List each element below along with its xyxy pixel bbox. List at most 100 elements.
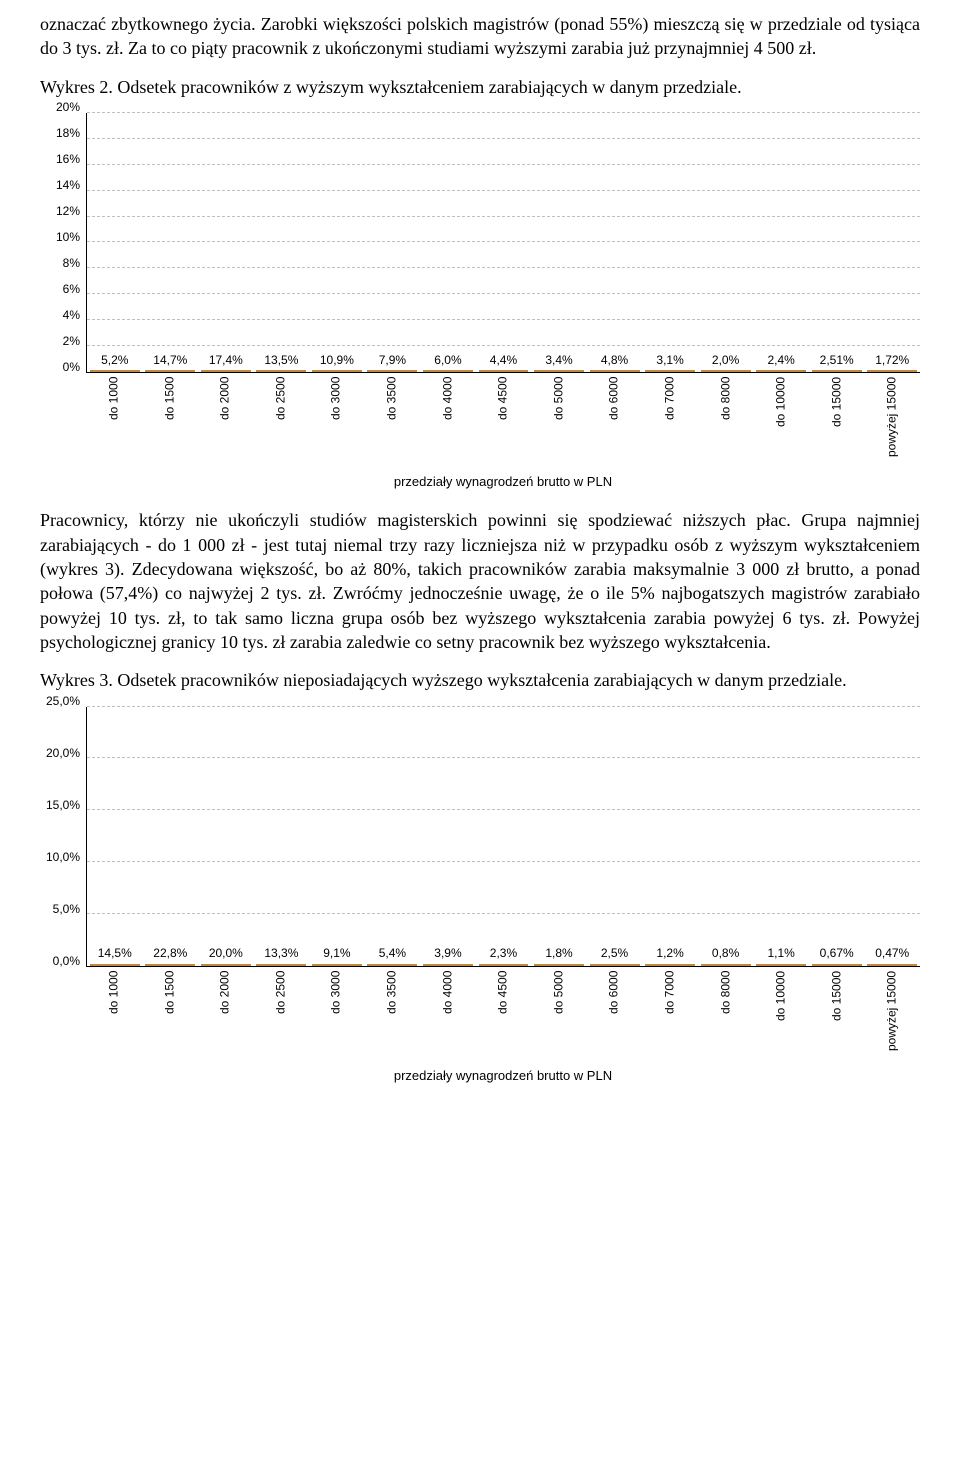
bar-col: 0,67% (809, 945, 865, 965)
bar (701, 964, 751, 966)
bar-col: 14,7% (143, 352, 199, 372)
x-tick-label: do 1000 (86, 971, 142, 1061)
bar (867, 964, 917, 966)
bar (867, 370, 917, 372)
chart3-y-axis: 25,0%20,0%15,0%10,0%5,0%0,0% (40, 707, 86, 967)
bar-col: 20,0% (198, 945, 254, 965)
x-tick-label: do 1500 (142, 971, 198, 1061)
x-tick-label: do 1500 (142, 377, 198, 467)
bar-value-label: 2,5% (601, 945, 628, 961)
bar-value-label: 10,9% (320, 352, 354, 368)
bar-col: 9,1% (309, 945, 365, 965)
bar (145, 370, 195, 372)
bar-value-label: 2,51% (820, 352, 854, 368)
chart-2: 20%18%16%14%12%10%8%6%4%2%0% 5,2% 14,7%17… (40, 113, 920, 491)
x-tick-label: do 3500 (364, 971, 420, 1061)
bar-value-label: 1,8% (545, 945, 572, 961)
bar-col: 22,8% (143, 945, 199, 965)
bar-value-label: 3,4% (545, 352, 572, 368)
bar (701, 370, 751, 372)
bar (201, 370, 251, 372)
bar (423, 370, 473, 372)
bar-col: 17,4% (198, 352, 254, 372)
bar (367, 964, 417, 966)
bar (256, 370, 306, 372)
x-tick-label: do 8000 (698, 971, 754, 1061)
bar-value-label: 3,1% (656, 352, 683, 368)
bar (812, 964, 862, 966)
bar-value-label: 20,0% (209, 945, 243, 961)
x-tick-label: do 6000 (586, 971, 642, 1061)
bar-col: 2,3% (476, 945, 532, 965)
bar-value-label: 5,2% (101, 352, 128, 368)
bar-col: 2,5% (587, 945, 643, 965)
bar (534, 370, 584, 372)
chart3-caption: Wykres 3. Odsetek pracowników nieposiada… (40, 668, 920, 692)
bar-col: 10,9% (309, 352, 365, 372)
x-tick-label: do 1000 (86, 377, 142, 467)
bar-col: 14,5% (87, 945, 143, 965)
bar-value-label: 3,9% (434, 945, 461, 961)
bar-col: 6,0% (420, 352, 476, 372)
x-tick-label: do 3000 (308, 971, 364, 1061)
bar (590, 964, 640, 966)
bar (201, 964, 251, 966)
body-paragraph-1: oznaczać zbytkownego życia. Zarobki więk… (40, 12, 920, 61)
bar-col: 0,47% (864, 945, 920, 965)
bar-value-label: 7,9% (379, 352, 406, 368)
bar (756, 370, 806, 372)
bar-value-label: 4,8% (601, 352, 628, 368)
x-tick-label: do 4500 (475, 971, 531, 1061)
chart3-x-axis: do 1000do 1500do 2000do 2500do 3000do 35… (86, 971, 920, 1061)
bar-value-label: 6,0% (434, 352, 461, 368)
x-tick-label: do 3500 (364, 377, 420, 467)
bar-value-label: 14,5% (98, 945, 132, 961)
x-tick-label: powyżej 15000 (864, 377, 920, 467)
bar-col: 5,2% (87, 352, 143, 372)
bar-col: 2,0% (698, 352, 754, 372)
bar (479, 964, 529, 966)
chart2-y-axis: 20%18%16%14%12%10%8%6%4%2%0% (40, 113, 86, 373)
x-tick-label: do 2500 (253, 377, 309, 467)
bar (756, 964, 806, 966)
bar-value-label: 1,1% (767, 945, 794, 961)
bar-col: 1,8% (531, 945, 587, 965)
bar-col: 3,9% (420, 945, 476, 965)
chart-3: 25,0%20,0%15,0%10,0%5,0%0,0% 14,5% 22,8% 2… (40, 707, 920, 1085)
x-tick-label: do 4000 (420, 971, 476, 1061)
bar (812, 370, 862, 372)
bar-value-label: 9,1% (323, 945, 350, 961)
bar-col: 4,4% (476, 352, 532, 372)
bar (534, 964, 584, 966)
x-tick-label: do 5000 (531, 377, 587, 467)
body-paragraph-2: Pracownicy, którzy nie ukończyli studiów… (40, 508, 920, 654)
bar-value-label: 2,4% (767, 352, 794, 368)
x-tick-label: do 10000 (753, 971, 809, 1061)
bar-col: 3,4% (531, 352, 587, 372)
bar (645, 370, 695, 372)
chart2-x-axis: do 1000do 1500do 2000do 2500do 3000do 35… (86, 377, 920, 467)
x-tick-label: do 10000 (753, 377, 809, 467)
bar-value-label: 2,3% (490, 945, 517, 961)
x-tick-label: do 3000 (308, 377, 364, 467)
bar (367, 370, 417, 372)
bar (590, 370, 640, 372)
bar (90, 370, 140, 372)
bar (90, 964, 140, 966)
chart2-caption: Wykres 2. Odsetek pracowników z wyższym … (40, 75, 920, 99)
x-tick-label: powyżej 15000 (864, 971, 920, 1061)
bar (645, 964, 695, 966)
x-tick-label: do 5000 (531, 971, 587, 1061)
bar-col: 2,51% (809, 352, 865, 372)
bar (256, 964, 306, 966)
bar-col: 2,4% (753, 352, 809, 372)
x-tick-label: do 4000 (420, 377, 476, 467)
x-tick-label: do 15000 (809, 971, 865, 1061)
bar-col: 13,3% (254, 945, 310, 965)
x-tick-label: do 7000 (642, 971, 698, 1061)
bar-value-label: 0,47% (875, 945, 909, 961)
bar-value-label: 13,3% (264, 945, 298, 961)
bar (312, 370, 362, 372)
bar-col: 5,4% (365, 945, 421, 965)
bar-col: 3,1% (642, 352, 698, 372)
